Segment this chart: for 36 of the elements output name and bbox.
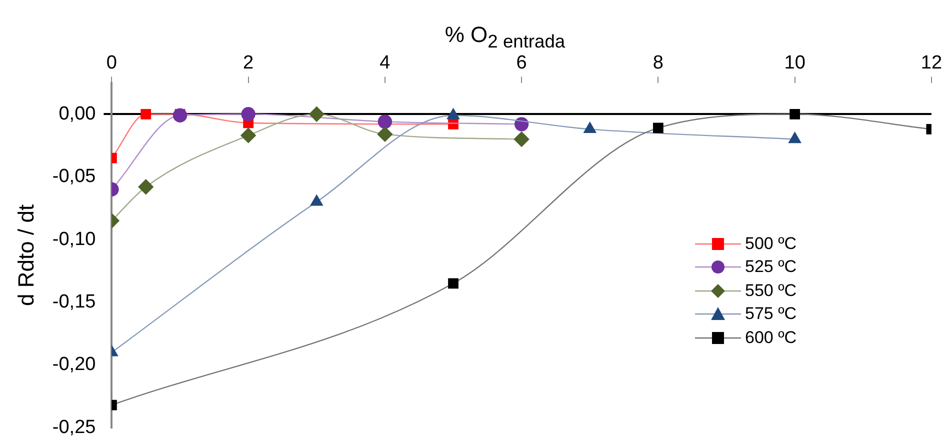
- legend-label: 600 ºC: [745, 328, 797, 348]
- x-axis-title: % O$_{2 entrada}$: [444, 22, 566, 52]
- y-tick-label: 0,00: [58, 103, 96, 124]
- x-tick-label: 4: [380, 52, 391, 74]
- point: [790, 108, 800, 120]
- x-tick-label: 10: [784, 52, 806, 74]
- point: [788, 132, 802, 144]
- x-tick-label: 2: [243, 52, 254, 74]
- point: [138, 179, 154, 194]
- x-tick-label: 8: [652, 52, 664, 74]
- legend-label: 575 ºC: [745, 304, 797, 324]
- y-tick-label: -0,25: [52, 416, 96, 438]
- legend-label: 550 ºC: [745, 280, 797, 301]
- y-tick-label: -0,15: [52, 291, 96, 312]
- point: [447, 108, 460, 120]
- y-tick-label: -0,05: [52, 166, 96, 188]
- y-tick-label: -0,10: [52, 228, 96, 250]
- y-axis-title: d Rdto / dt: [13, 204, 38, 306]
- point: [448, 278, 458, 289]
- point: [584, 122, 596, 134]
- point: [309, 106, 324, 122]
- point: [514, 132, 530, 147]
- legend-label: 500 ºC: [745, 234, 797, 254]
- point: [140, 108, 152, 120]
- point: [377, 126, 393, 142]
- legend-label: 525 ºC: [745, 257, 797, 278]
- point: [241, 107, 256, 122]
- x-tick-label: 12: [920, 52, 942, 74]
- point: [652, 122, 664, 134]
- point: [240, 128, 256, 144]
- x-tick-label: 0: [106, 52, 117, 74]
- y-tick-label: -0,20: [52, 354, 96, 376]
- point: [172, 108, 188, 122]
- x-tick-label: 6: [516, 52, 527, 74]
- point: [514, 117, 529, 132]
- point: [378, 114, 392, 129]
